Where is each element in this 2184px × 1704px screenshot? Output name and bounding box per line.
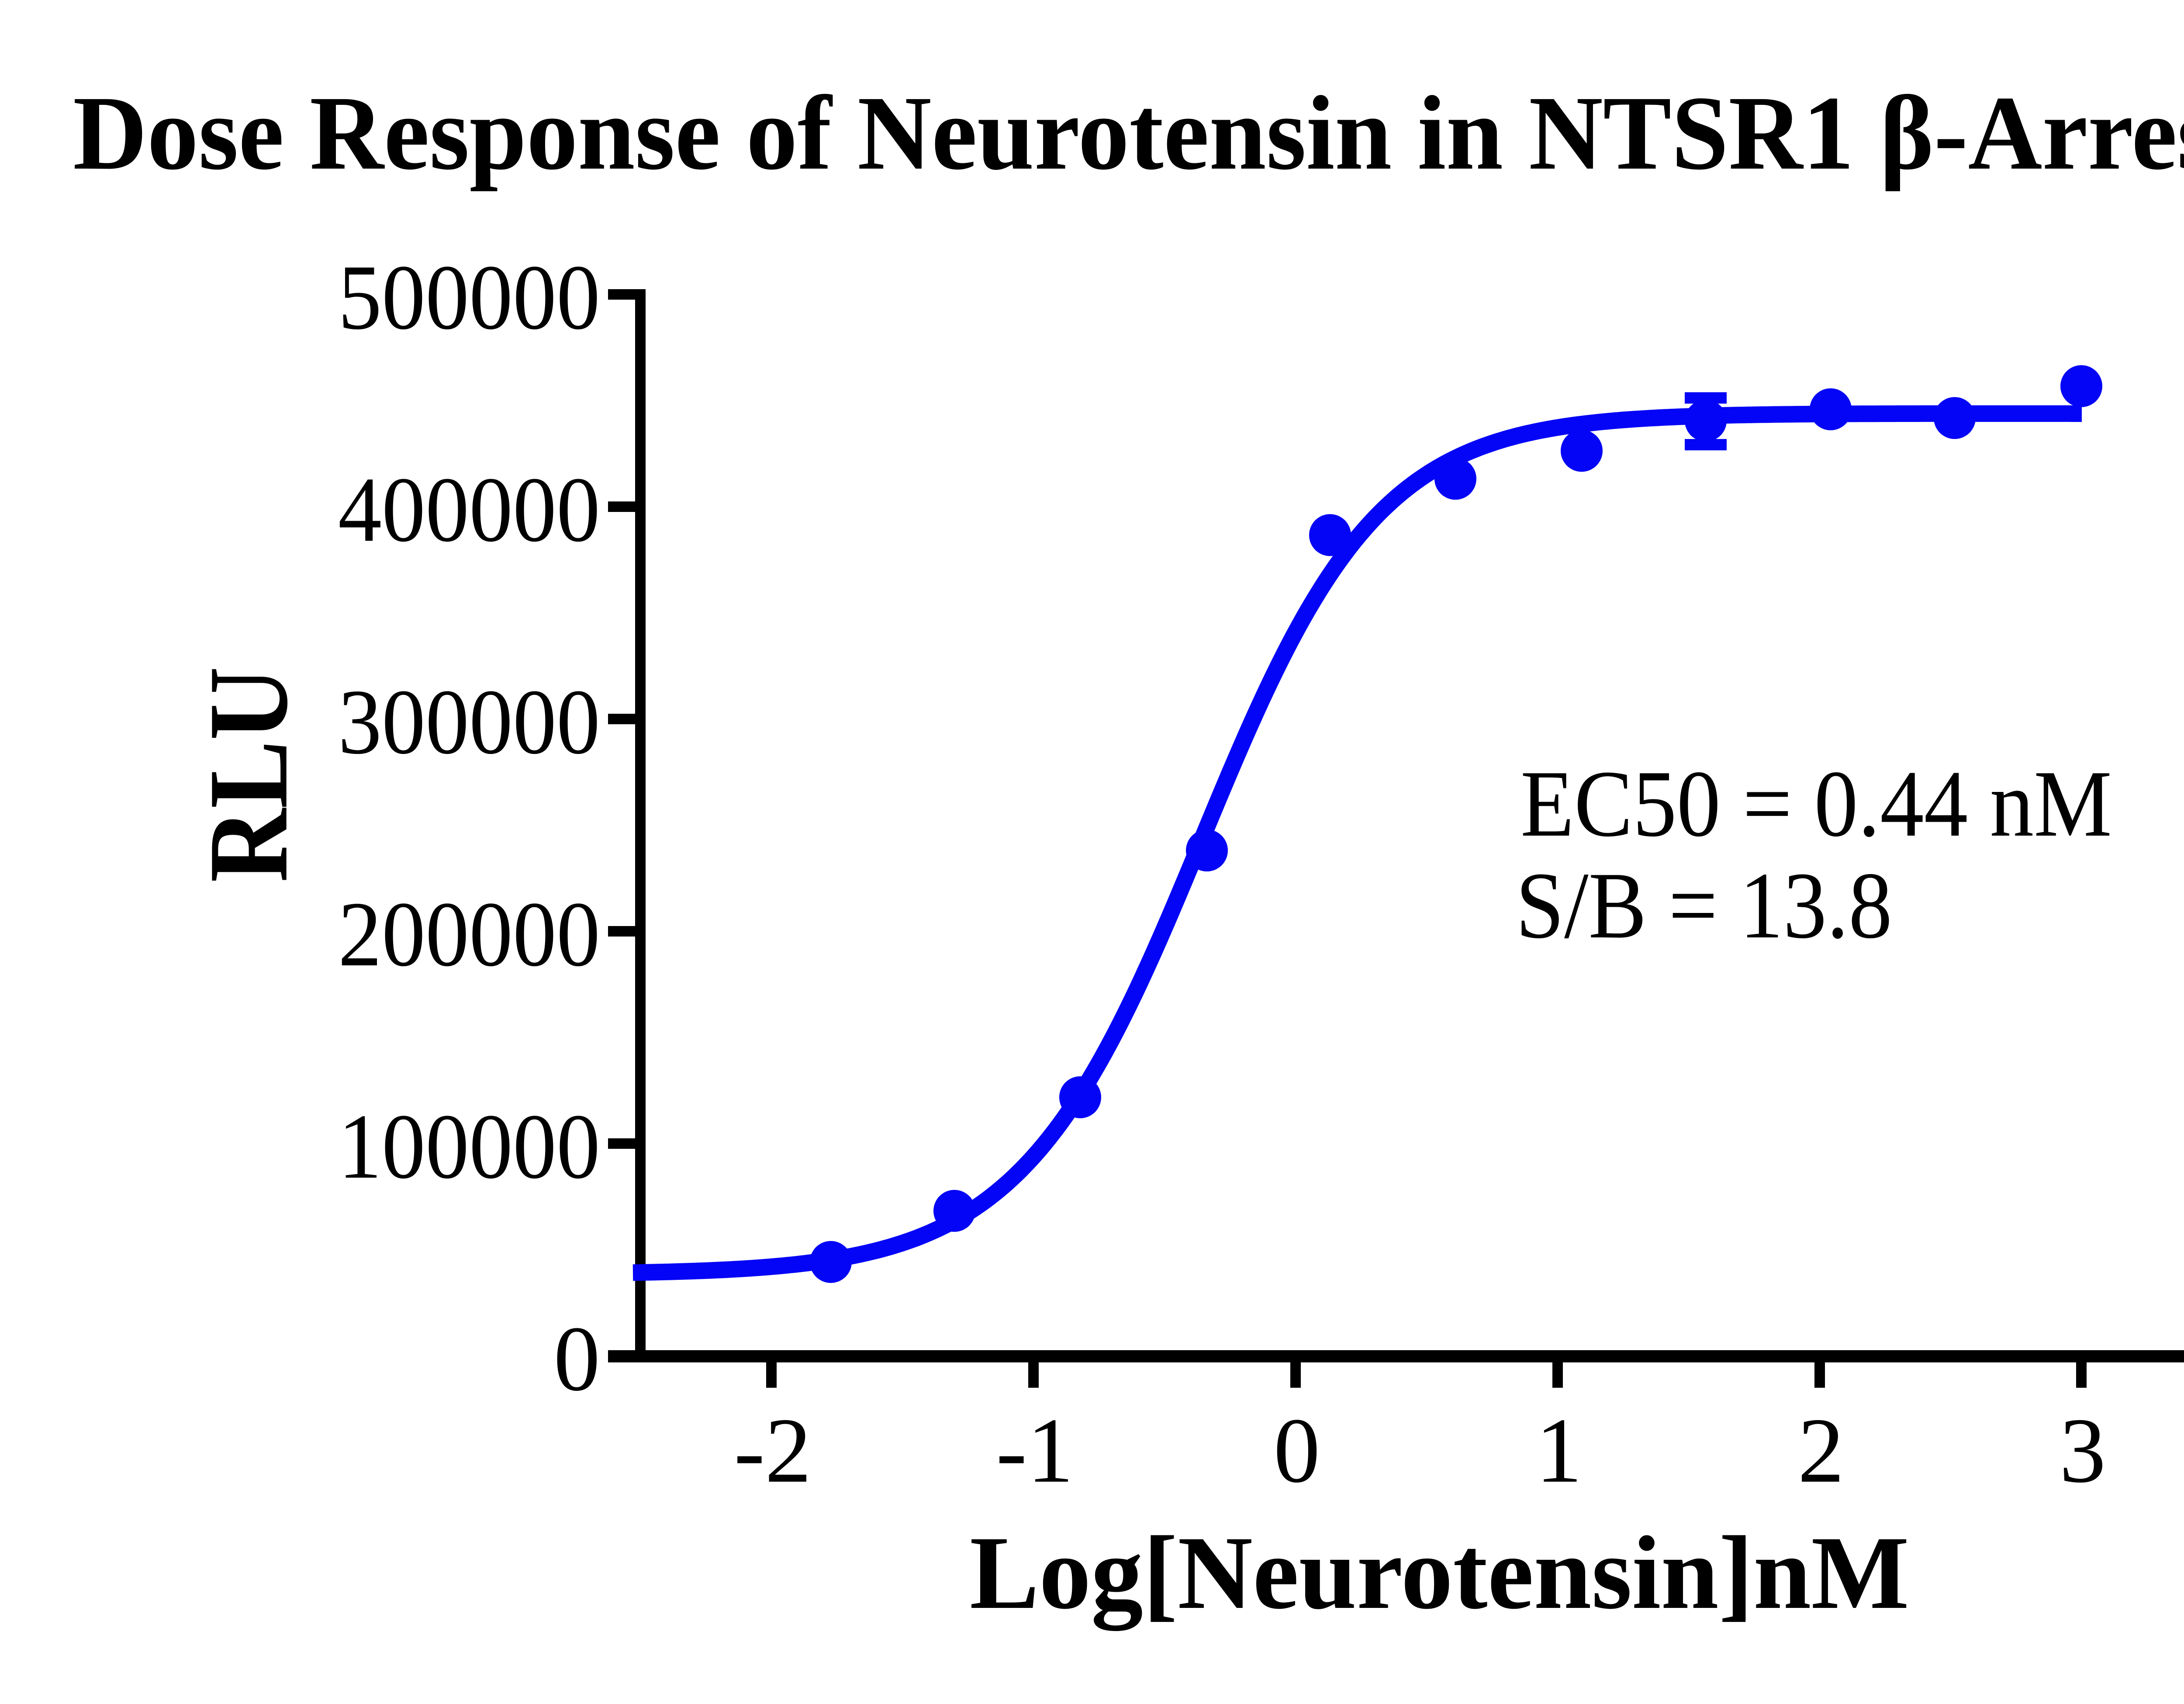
svg-text:300000: 300000 xyxy=(338,671,600,774)
svg-text:1: 1 xyxy=(1536,1399,1583,1502)
svg-text:100000: 100000 xyxy=(338,1095,600,1198)
svg-text:S/B = 13.8: S/B = 13.8 xyxy=(1516,853,1892,958)
svg-text:Log[Neurotensin]nM: Log[Neurotensin]nM xyxy=(970,1514,1909,1631)
svg-text:400000: 400000 xyxy=(338,458,600,561)
svg-text:200000: 200000 xyxy=(338,883,600,986)
svg-text:-2: -2 xyxy=(734,1399,811,1502)
svg-text:500000: 500000 xyxy=(338,246,600,349)
svg-text:0: 0 xyxy=(1274,1399,1320,1502)
svg-text:Dose Response of Neurotensin i: Dose Response of Neurotensin in NTSR1 β-… xyxy=(73,74,2184,192)
svg-text:RLU: RLU xyxy=(186,667,311,882)
svg-text:2: 2 xyxy=(1798,1399,1845,1502)
svg-text:-1: -1 xyxy=(996,1399,1073,1502)
svg-text:EC50 = 0.44 nM: EC50 = 0.44 nM xyxy=(1521,751,2112,857)
svg-text:0: 0 xyxy=(554,1307,601,1410)
svg-text:3: 3 xyxy=(2060,1399,2106,1502)
